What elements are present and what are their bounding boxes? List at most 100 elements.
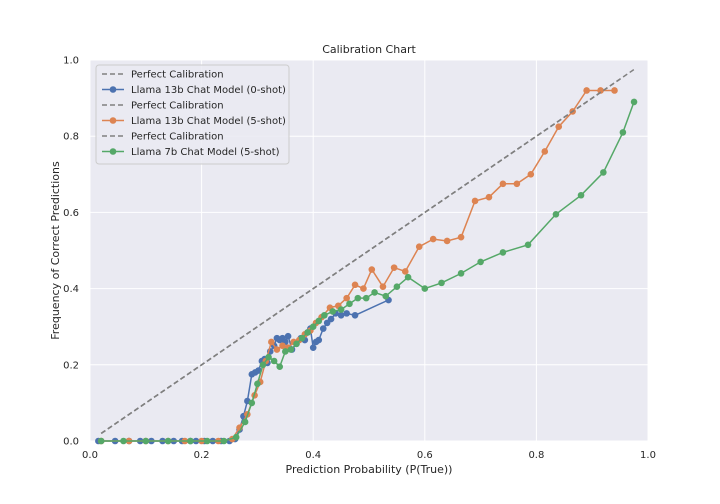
- data-point: [282, 348, 289, 355]
- data-point: [327, 315, 335, 323]
- data-point: [552, 211, 560, 218]
- tick-labels: 0.0 0.2 0.4 0.6 0.8 1.0 0.0 0.2 0.4 0.6 0.8 1.0: [63, 56, 656, 462]
- grid-lines: [89, 59, 649, 442]
- data-point: [220, 437, 228, 445]
- data-point: [164, 437, 172, 445]
- data-point: [273, 346, 281, 353]
- data-point: [142, 437, 150, 445]
- data-point: [527, 171, 535, 178]
- data-point: [499, 180, 507, 188]
- data-point: [346, 300, 353, 308]
- data-point: [457, 233, 465, 241]
- data-point: [254, 380, 261, 388]
- legend-item: Perfect Calibration: [102, 132, 224, 143]
- data-point: [354, 294, 362, 302]
- x-tick-label: 0.4: [305, 450, 321, 461]
- perfect-calibration-series: [100, 68, 635, 435]
- y-tick-label: 0.8: [63, 132, 79, 143]
- y-tick-label: 0.4: [63, 284, 79, 295]
- series-layer: [95, 68, 638, 445]
- data-point: [513, 180, 521, 188]
- data-point: [265, 353, 272, 361]
- legend-label: Llama 7b Chat Model (5-shot): [131, 147, 280, 158]
- data-point: [337, 311, 345, 319]
- legend-marker: [109, 117, 117, 124]
- legend-item: Perfect Calibration: [102, 70, 224, 81]
- perfect-calibration-line: [100, 68, 635, 435]
- data-point: [203, 437, 211, 445]
- data-point: [485, 193, 493, 201]
- legend-item: Llama 7b Chat Model (5-shot): [102, 147, 280, 158]
- x-tick-label: 0.2: [194, 450, 210, 461]
- y-tick-label: 1.0: [63, 56, 79, 67]
- data-point: [309, 323, 317, 331]
- y-axis-label: Frequency of Correct Predictions: [49, 161, 62, 340]
- data-point: [293, 340, 300, 348]
- data-point: [390, 264, 398, 271]
- data-point: [583, 87, 590, 94]
- legend: Perfect Calibration Llama 13b Chat Model …: [95, 64, 290, 165]
- data-point: [619, 129, 627, 136]
- data-point: [368, 266, 376, 273]
- data-point: [248, 399, 256, 407]
- data-point: [457, 270, 465, 277]
- y-tick-label: 0.0: [63, 437, 79, 448]
- data-point: [404, 273, 412, 281]
- data-point: [329, 308, 337, 315]
- data-point: [120, 437, 127, 445]
- data-point: [315, 317, 323, 325]
- data-point: [276, 363, 284, 371]
- legend-label: Llama 13b Chat Model (5-shot): [131, 116, 286, 127]
- legend-item: Perfect Calibration: [102, 101, 224, 112]
- data-point: [415, 243, 423, 250]
- data-point: [319, 325, 327, 332]
- x-tick-label: 0.8: [528, 450, 544, 461]
- data-point: [524, 241, 532, 249]
- data-point: [321, 311, 328, 319]
- data-point: [284, 332, 292, 340]
- data-point: [555, 123, 563, 130]
- data-point: [611, 87, 618, 94]
- data-point: [429, 235, 437, 243]
- data-point: [477, 258, 484, 266]
- data-point: [382, 292, 390, 300]
- data-point: [401, 268, 409, 275]
- data-point: [343, 294, 350, 302]
- y-tick-label: 0.6: [63, 208, 79, 219]
- legend-marker: [109, 148, 117, 155]
- data-point: [268, 338, 275, 346]
- data-point: [351, 281, 359, 289]
- data-point: [393, 283, 401, 290]
- data-point: [259, 361, 267, 369]
- data-point: [362, 294, 370, 302]
- legend-item: Llama 13b Chat Model (0-shot): [102, 85, 286, 96]
- legend-label: Perfect Calibration: [131, 132, 224, 143]
- data-point: [97, 437, 105, 445]
- data-point: [270, 357, 278, 365]
- data-point: [630, 98, 638, 106]
- legend-label: Perfect Calibration: [131, 101, 224, 112]
- data-point: [304, 329, 311, 336]
- data-point: [351, 311, 359, 319]
- data-point: [232, 433, 240, 441]
- data-point: [360, 285, 367, 292]
- legend-marker: [109, 86, 117, 93]
- data-point: [421, 285, 429, 292]
- data-point: [279, 342, 286, 350]
- x-tick-label: 1.0: [640, 450, 656, 461]
- x-tick-label: 0.0: [82, 450, 98, 461]
- data-point: [187, 437, 194, 445]
- legend-label: Perfect Calibration: [131, 70, 224, 81]
- data-point: [577, 191, 585, 199]
- data-point: [597, 87, 604, 94]
- legend-box: [95, 64, 290, 165]
- legend-item: Llama 13b Chat Model (5-shot): [102, 116, 286, 127]
- data-point: [379, 283, 387, 290]
- x-axis-label: Prediction Probability (P(True)): [286, 463, 453, 476]
- model-series: [97, 98, 638, 445]
- data-point: [499, 249, 507, 256]
- data-point: [298, 334, 306, 342]
- data-point: [309, 344, 317, 351]
